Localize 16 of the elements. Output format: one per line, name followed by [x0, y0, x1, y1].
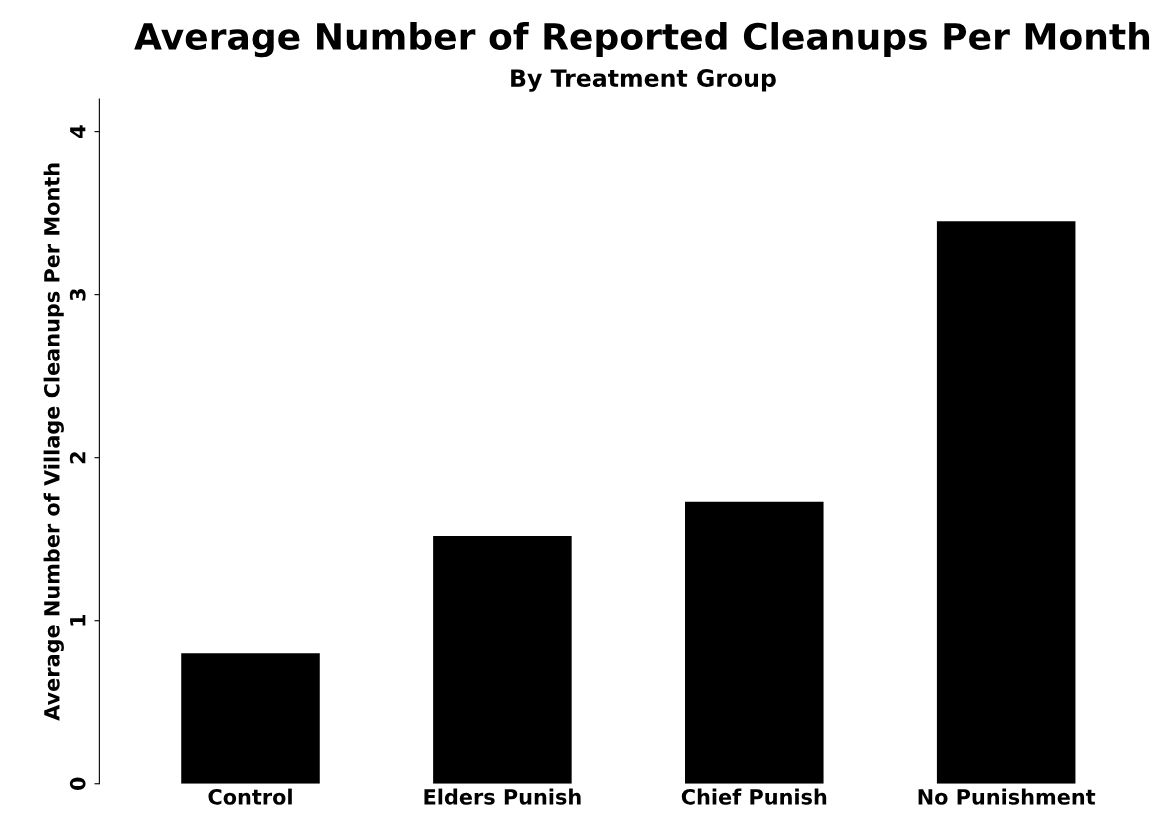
bar	[433, 535, 572, 784]
chart-title: Average Number of Reported Cleanups Per Month	[134, 22, 1150, 58]
y-tick-label: 2	[69, 452, 86, 464]
y-tick-label: 1	[70, 614, 86, 626]
y-tick-label: 4	[70, 125, 86, 138]
x-tick-label: Chief Punish	[681, 788, 827, 805]
x-tick-label: Elders Punish	[424, 788, 581, 805]
y-axis-title: Average Number of Village Cleanups Per Month	[43, 163, 64, 721]
bar	[181, 653, 320, 784]
chart-subtitle: By Treatment Group	[511, 69, 776, 92]
x-tick-label: No Punishment	[918, 788, 1096, 805]
y-tick-label: 3	[69, 289, 86, 301]
bar	[936, 221, 1076, 784]
bar	[685, 501, 824, 784]
y-tick-label: 0	[69, 777, 86, 790]
x-tick-label: Control	[208, 788, 292, 805]
